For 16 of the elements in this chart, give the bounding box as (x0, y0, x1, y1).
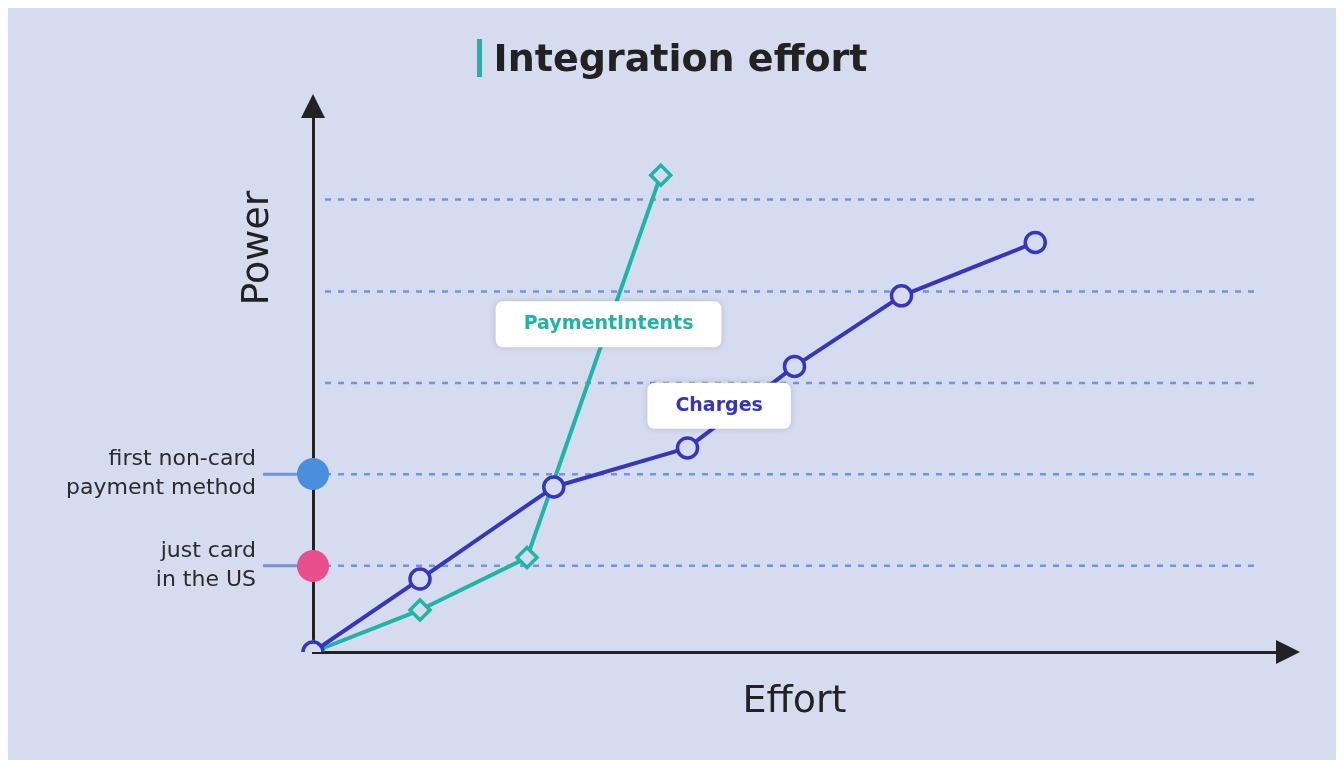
ref-line-label: first non-card payment method (66, 445, 256, 500)
point (675, 436, 700, 460)
series-label: Charges (675, 392, 763, 415)
series-label: PaymentIntents (523, 311, 694, 334)
point (1023, 230, 1047, 255)
point (889, 284, 914, 308)
y-axis-title: Power (232, 190, 277, 306)
point (515, 545, 539, 570)
point (649, 163, 673, 187)
point (408, 598, 432, 622)
chart-title: Integration effort (493, 36, 868, 80)
point (408, 567, 432, 591)
point (542, 475, 566, 499)
point (782, 354, 807, 379)
x-axis-title: Effort (742, 676, 847, 721)
ref-line-label: just card in the US (155, 536, 256, 591)
